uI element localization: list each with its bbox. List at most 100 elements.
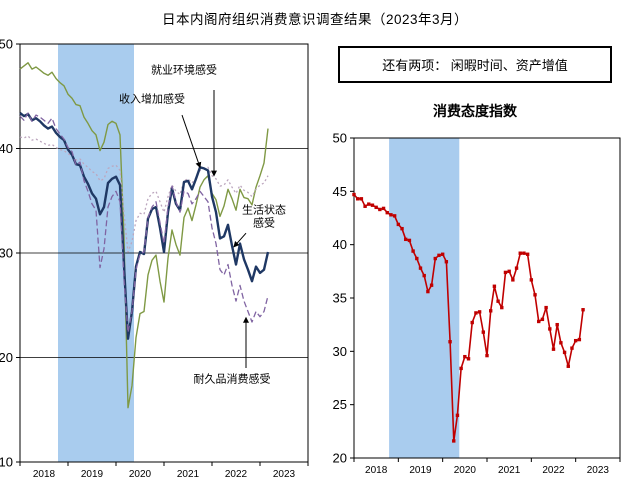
data-marker	[359, 197, 364, 201]
data-marker	[374, 205, 378, 210]
data-marker	[396, 222, 401, 227]
data-marker	[378, 207, 382, 212]
data-marker	[548, 327, 552, 331]
y-tick-label: 10	[0, 455, 13, 470]
data-marker	[404, 237, 408, 242]
x-tick-label: 2020	[129, 469, 152, 480]
annotation-arrow-1	[181, 114, 202, 169]
data-marker	[529, 278, 534, 282]
note-box: 还有两项： 闲暇时间、资产增值	[338, 46, 612, 83]
data-marker	[440, 252, 445, 256]
sub-indices-chart: 10 20 30 40 50 2018 2019 2020 2021 2022 2023 就业环境感受…	[0, 37, 309, 480]
data-marker	[352, 192, 356, 197]
y-tick-label: 50	[333, 131, 347, 146]
data-marker	[370, 203, 375, 207]
data-marker	[511, 278, 515, 282]
data-marker	[496, 299, 500, 303]
x-tick-label: 2020	[454, 465, 477, 476]
data-marker	[466, 357, 471, 361]
data-marker	[363, 204, 367, 208]
data-marker	[540, 317, 545, 322]
data-marker	[518, 251, 522, 255]
annotation-label-0: 就业环境感受	[151, 62, 217, 76]
data-marker	[381, 206, 386, 211]
data-marker	[407, 238, 412, 243]
data-marker	[573, 338, 578, 343]
data-marker	[411, 249, 415, 253]
page-title: 日本内阁府组织消费意识调查结果（2023年3月）	[161, 12, 469, 27]
data-marker	[537, 319, 541, 324]
annotation-label-2: 生活状态感受	[242, 202, 286, 229]
data-marker	[367, 202, 371, 206]
data-marker	[577, 337, 582, 342]
data-marker	[566, 364, 570, 368]
y-tick-label: 40	[333, 237, 347, 252]
durables-line	[19, 112, 269, 334]
data-marker	[562, 350, 567, 355]
data-marker	[492, 284, 497, 288]
data-marker	[514, 266, 519, 270]
data-marker	[507, 269, 511, 274]
x-tick-label: 2023	[587, 465, 610, 476]
data-marker	[385, 210, 389, 215]
income-line	[19, 135, 269, 253]
y-tick-label: 50	[0, 37, 13, 52]
y-tick-label: 20	[0, 350, 13, 365]
data-marker	[481, 330, 486, 334]
y-tick-label: 30	[333, 344, 347, 359]
x-tick-label: 2022	[542, 465, 565, 476]
annotation-label-3: 耐久品消费感受	[194, 372, 271, 386]
data-marker	[415, 256, 419, 261]
data-marker	[488, 309, 493, 313]
data-marker	[503, 270, 508, 275]
employment-line	[19, 62, 269, 409]
data-marker	[522, 251, 526, 255]
x-tick-label: 2019	[81, 469, 104, 480]
note-box-text: 还有两项： 闲暇时间、资产增值	[382, 58, 568, 73]
y-tick-label: 20	[333, 451, 347, 466]
data-marker	[448, 340, 452, 344]
consumer-attitude-chart: 20 25 30 35 40 45 50 2018 2019 2020 2021 2022 2023	[333, 131, 621, 476]
data-marker	[455, 413, 460, 418]
data-marker	[533, 293, 537, 297]
data-marker	[422, 273, 426, 278]
consumer-attitude-index-line	[353, 193, 584, 442]
data-marker	[426, 289, 430, 294]
data-marker	[433, 256, 437, 261]
data-marker	[559, 341, 563, 345]
data-marker	[477, 310, 482, 314]
y-tick-label: 40	[0, 141, 13, 156]
data-marker	[392, 214, 397, 218]
data-marker	[459, 366, 463, 371]
data-marker	[551, 347, 556, 351]
annotation-arrow-2	[233, 232, 247, 248]
data-marker	[452, 439, 456, 443]
data-marker	[525, 252, 530, 256]
data-marker	[355, 197, 360, 201]
y-tick-label: 35	[333, 291, 347, 306]
data-marker	[570, 346, 574, 350]
data-marker	[485, 353, 489, 358]
y-tick-label: 45	[333, 184, 347, 199]
right-chart-title: 消费态度指数	[433, 103, 517, 119]
data-marker	[463, 354, 467, 359]
data-marker	[418, 266, 423, 270]
data-marker	[444, 260, 449, 264]
x-tick-label: 2022	[225, 469, 248, 480]
x-tick-label: 2023	[273, 469, 296, 480]
data-marker	[581, 308, 585, 312]
data-marker	[400, 226, 404, 231]
data-marker	[389, 213, 393, 217]
data-marker	[500, 305, 504, 310]
data-marker	[437, 253, 441, 258]
x-tick-label: 2021	[498, 465, 521, 476]
x-tick-label: 2021	[177, 469, 200, 480]
x-tick-label: 2018	[365, 465, 388, 476]
data-marker	[474, 311, 478, 315]
living-line	[19, 112, 270, 340]
x-tick-label: 2018	[33, 469, 56, 480]
data-marker	[555, 322, 559, 327]
x-tick-label: 2019	[409, 465, 432, 476]
data-marker	[470, 320, 474, 325]
